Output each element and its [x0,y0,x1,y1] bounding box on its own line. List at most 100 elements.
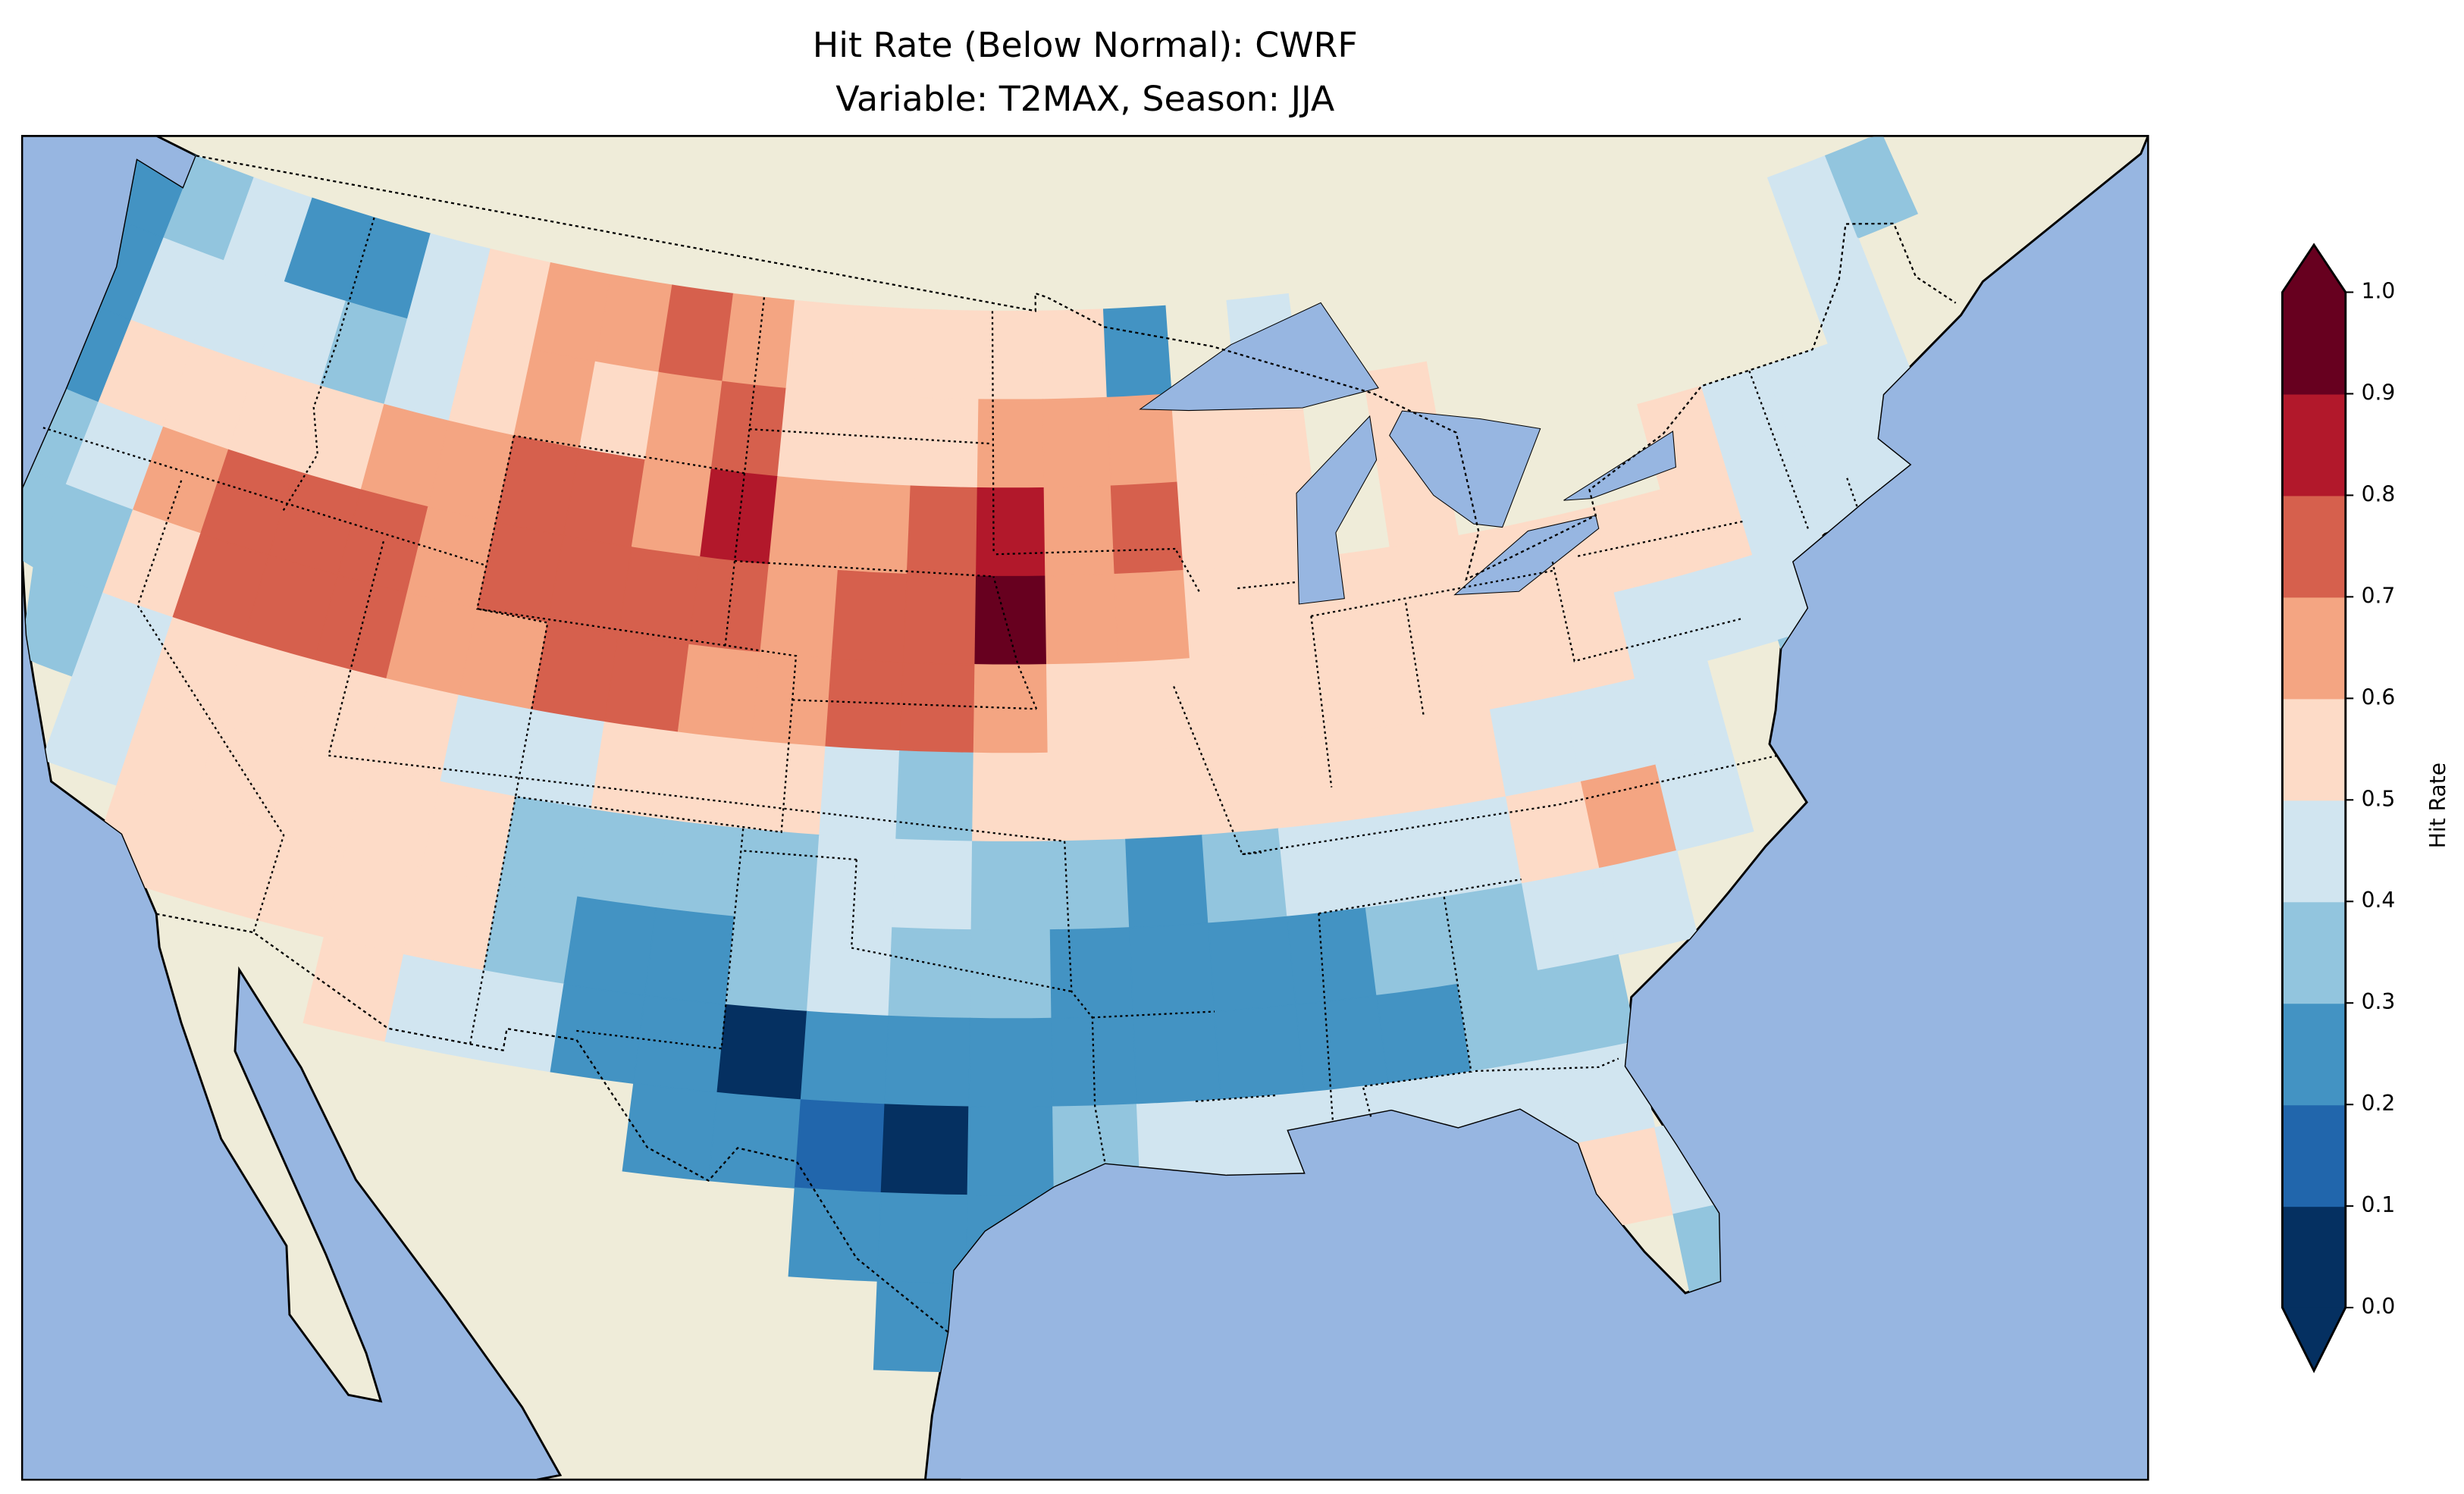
state-border [1475,1057,1619,1073]
state-border [1405,603,1425,717]
heatmap-cell [633,994,727,1094]
heatmap-cell [384,954,484,1059]
heatmap-cell [631,459,713,558]
state-border [749,428,992,445]
colorbar-bin [2282,597,2346,700]
heatmap-cell [899,662,976,754]
heatmap-cell [1354,809,1445,909]
heatmap-cell [1196,740,1280,836]
heatmap-cell [725,916,814,1013]
heatmap-cell [499,796,592,897]
state-border [1311,569,1555,617]
heatmap-cell [603,634,690,733]
heatmap-cell [1049,927,1134,1019]
heatmap-cell [1824,136,1918,239]
heatmap-cell [888,927,972,1019]
state-border [1237,581,1297,590]
heatmap-cell [483,882,578,985]
state-border [792,699,1037,710]
chart-title-line1: Hit Rate (Below Normal): CWRF [813,24,1358,65]
heatmap-cell [785,299,857,395]
state-border [1310,615,1333,788]
state-border [328,540,384,756]
colorbar-bin [2282,393,2346,496]
heatmap-cell [1042,396,1112,489]
heatmap-cell [1132,1010,1221,1105]
heatmap-cell [968,1017,1054,1108]
state-border [573,828,745,1050]
state-border [1748,371,1809,529]
heatmap-cell [1118,658,1197,752]
heatmap-cell [1110,481,1184,575]
state-border [1551,561,1741,662]
heatmap-cell [722,293,796,390]
heatmap-cell [973,664,1049,754]
heatmap-cell [1444,882,1539,985]
colorbar-tick-label: 0.6 [2362,684,2396,709]
heatmap-cell [760,564,839,659]
heatmap-cell [1045,662,1123,754]
heatmap-cell [849,305,919,399]
heatmap-cell [880,1104,970,1196]
state-border [1173,686,1262,856]
heatmap-cell [914,309,981,400]
heatmap-cell [710,381,787,478]
heatmap-cell [1045,573,1119,666]
heatmap-cell [819,746,901,841]
lake-superior [1139,302,1379,412]
borders [42,155,1957,1333]
heatmap-cell [903,573,977,666]
state-border [1242,754,1778,856]
heatmap-cell [550,983,646,1084]
heatmap-cell [1202,828,1288,924]
state-border [1174,548,1200,592]
heatmap-cell [1043,485,1115,577]
heatmap-cell [825,658,904,752]
heatmap-cell [895,750,975,842]
heatmap-cell [591,721,679,821]
lake-erie [1453,515,1600,596]
heatmap-cell [666,731,753,829]
heatmap-cell [1047,750,1127,842]
heatmap-cell [1049,838,1130,931]
colorbar-bin [2282,901,2346,1004]
heatmap-cell [1189,652,1271,747]
heatmap-cell [467,969,565,1073]
heatmap-cell [884,1015,971,1107]
heatmap-cell [892,838,973,931]
colorbar-bin [2282,1003,2346,1106]
heatmap-cell [644,371,723,470]
heatmap-cell [655,819,744,917]
state-border [1318,913,1334,1121]
map-frame [20,135,2149,1481]
state-border [1092,1010,1215,1019]
heatmap-cell [1343,721,1431,821]
colorbar-bin [2282,292,2346,395]
national-border [196,155,1957,581]
state-border [991,311,995,555]
heatmap-cell [1261,644,1344,741]
map-area [22,136,2149,1480]
colorbar-tick-label: 0.2 [2362,1091,2396,1116]
state-border [513,434,745,475]
heatmap-cell [716,1004,808,1101]
heatmap-cell [1655,745,1754,852]
heatmap-cell [1295,994,1389,1094]
state-border [136,480,285,933]
state-border [1362,897,1472,1117]
heatmap-cell [1121,746,1203,841]
colorbar-tick-label: 0.4 [2362,888,2396,913]
heatmap-cell [1114,569,1191,663]
colorbar: 0.0 0.1 0.2 0.3 0.4 0.5 0.6 0.7 0.8 0.9 1.0 [2281,243,2396,1373]
heatmap-cell [976,487,1046,578]
state-border [850,859,1072,993]
colorbar-extend-min [2282,1308,2346,1371]
heatmap-cell [577,809,668,909]
colorbar-extend-max [2282,245,2346,293]
state-border [993,547,1176,556]
heatmap-cell [837,481,911,575]
national-border [156,913,948,1333]
heatmap-cell [843,393,915,487]
heatmap-cell [813,835,897,929]
